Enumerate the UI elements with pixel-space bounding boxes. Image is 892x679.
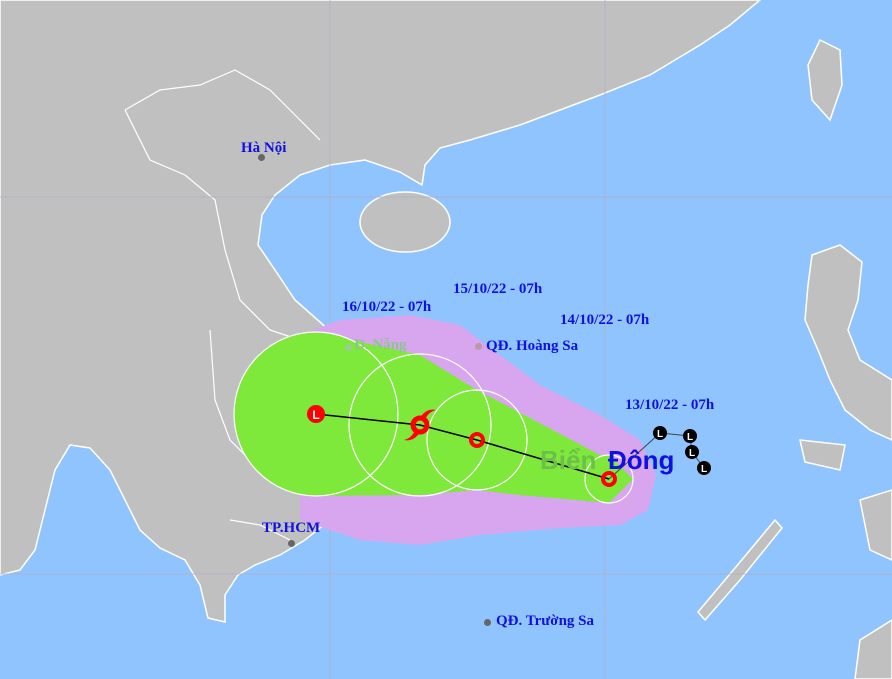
time-label-16: 16/10/22 - 07h [342,299,432,315]
palawan-island [697,518,783,622]
place-truong-sa: QĐ. Trường Sa [496,613,595,629]
svg-text:L: L [701,464,707,475]
philippine-islands [799,439,892,679]
tropical-storm-icon [404,409,436,441]
hainan-island [359,191,451,253]
time-label-14: 14/10/22 - 07h [560,312,650,328]
forecast-track-line [315,413,610,480]
svg-text:L: L [312,408,319,422]
svg-text:L: L [687,432,693,443]
place-danang: Đ. Nẵng [354,337,407,353]
sea-label-bien: Biển [540,445,597,475]
hoangsa-marker [475,343,482,350]
wind-circle-14 [426,389,528,491]
sea-label-dong: Đông [608,445,675,475]
truongsa-marker [484,619,491,626]
past-low-icons: L L L L [653,426,711,475]
taiwan-island [807,38,843,122]
place-hoang-sa: QĐ. Hoàng Sa [486,338,579,354]
place-hcm: TP.HCM [262,520,321,536]
vietnam-borders [124,69,321,541]
time-label-13: 13/10/22 - 07h [625,397,715,413]
luzon-island [804,244,892,441]
danang-marker [345,344,352,351]
wind-circle-13 [584,454,634,504]
hcm-marker [288,540,295,547]
wind-circle-15 [348,353,492,497]
svg-text:L: L [689,448,695,459]
low-pressure-icon: L [307,405,325,423]
place-hanoi: Hà Nội [241,140,287,156]
tropical-depression-icon [601,471,617,487]
hanoi-marker [258,154,265,161]
time-label-15: 15/10/22 - 07h [453,281,543,297]
svg-text:L: L [657,429,663,440]
tropical-depression-icon [469,432,485,448]
